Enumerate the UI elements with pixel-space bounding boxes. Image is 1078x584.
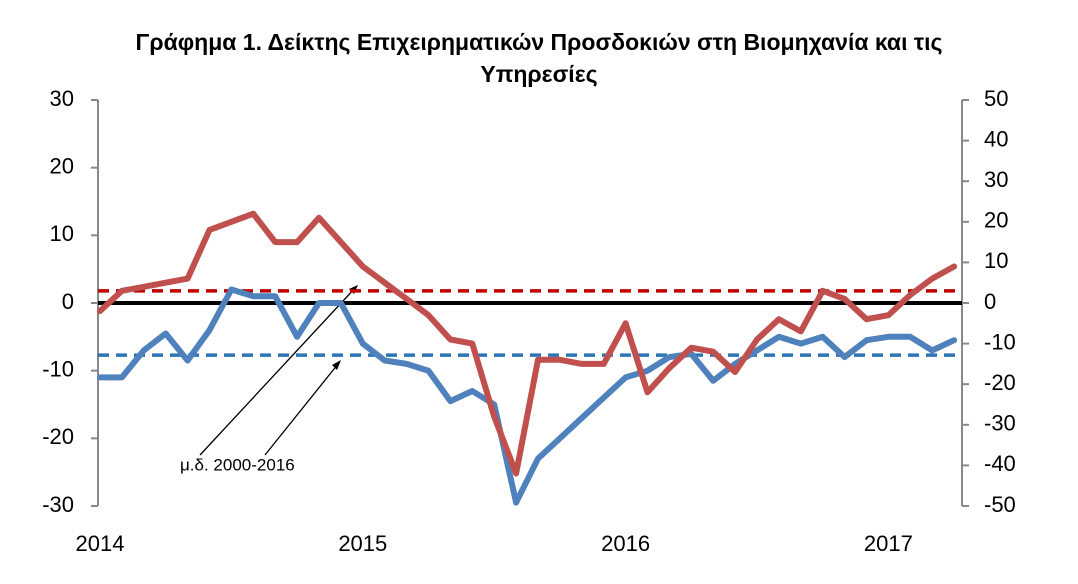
y-tick-label: 20 [50,153,74,178]
y2-tick-label: 30 [984,167,1008,192]
y2-tick-label: 50 [984,86,1008,111]
y-tick-label: 0 [62,289,74,314]
y-tick-label: 30 [50,86,74,111]
arrow [199,286,357,456]
chart-title: Γράφημα 1. Δείκτης Επιχειρηματικών Προσδ… [135,29,943,87]
y2-tick-label: -40 [984,451,1016,476]
series-line [97,210,958,477]
y2-tick-label: -10 [984,329,1016,354]
y2-tick-label: 0 [984,289,996,314]
x-tick-label: 2016 [601,531,650,556]
y2-tick-label: 10 [984,248,1008,273]
y2-tick-label: 40 [984,126,1008,151]
y2-tick-label: 20 [984,208,1008,233]
y2-tick-label: -20 [984,370,1016,395]
annotation: μ.δ. 2000-2016 [180,455,295,474]
x-tick-label: 2017 [864,531,913,556]
y2-tick-label: -50 [984,492,1016,517]
y-tick-label: -30 [42,492,74,517]
arrow [264,363,339,456]
series-line [97,286,958,506]
y-tick-label: -20 [42,424,74,449]
y-tick-label: -10 [42,356,74,381]
x-tick-label: 2015 [338,531,387,556]
y-tick-label: 10 [50,221,74,246]
y2-tick-label: -30 [984,411,1016,436]
x-tick-label: 2014 [76,531,125,556]
arrow-head [332,360,341,370]
